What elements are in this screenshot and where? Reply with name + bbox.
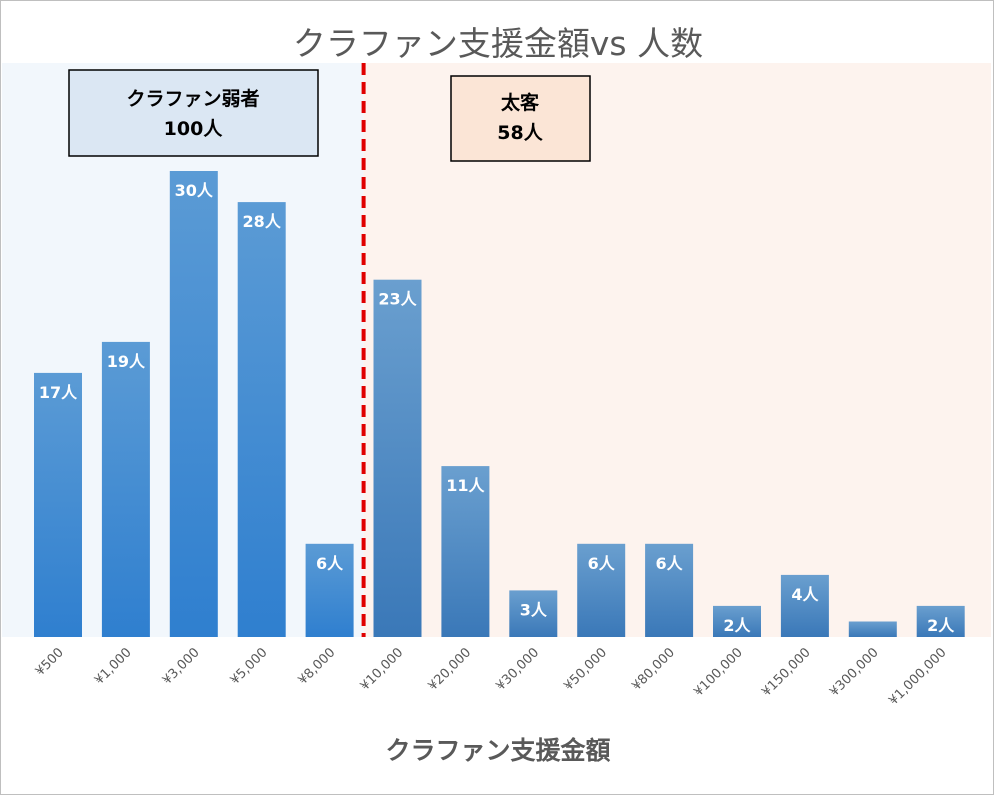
- x-tick-label-8: ¥50,000: [561, 645, 610, 694]
- x-tick-label-5: ¥10,000: [358, 645, 407, 694]
- x-tick-label-12: ¥300,000: [827, 645, 881, 699]
- bar-12: [848, 621, 897, 637]
- bar-0: [34, 372, 82, 637]
- x-tick-label-1: ¥1,000: [92, 645, 135, 688]
- bar-label-7: 3人: [520, 600, 548, 619]
- x-tick-labels-layer: ¥500 ¥1,000 ¥3,000 ¥5,000 ¥8,000 ¥10,000 ¥20,0…: [33, 645, 950, 708]
- bar-label-9: 6人: [656, 554, 684, 573]
- bar-label-3: 28人: [243, 212, 282, 231]
- data-labels-layer: 17人 19人 30人 28人 6人 23人 11人 3人 6人 6人 2人 4人 2人: [39, 181, 955, 635]
- bar-label-0: 17人: [39, 383, 78, 402]
- x-tick-label-4: ¥8,000: [296, 645, 339, 688]
- bar-label-6: 11人: [446, 476, 485, 495]
- bars-layer: [34, 171, 965, 637]
- bar-1: [101, 341, 150, 637]
- x-tick-label-11: ¥150,000: [759, 645, 813, 699]
- group-box-heavy-name: 太客: [501, 91, 540, 114]
- group-box-weak-name: クラファン弱者: [126, 88, 259, 110]
- x-tick-label-13: ¥1,000,000: [886, 645, 949, 708]
- bar-8: [577, 543, 626, 637]
- x-tick-label-0: ¥500: [33, 645, 67, 679]
- group-box-weak: クラファン弱者 100人: [68, 69, 319, 157]
- bar-9: [645, 543, 694, 637]
- x-tick-label-7: ¥30,000: [494, 645, 543, 694]
- bar-label-4: 6人: [316, 554, 344, 573]
- x-axis-label: クラファン支援金額: [385, 736, 610, 765]
- bar-label-13: 2人: [927, 616, 955, 635]
- chart-title: クラファン支援金額vs 人数: [293, 24, 703, 63]
- bar-3: [237, 202, 286, 637]
- bar-4: [305, 543, 354, 637]
- group-box-heavy-count: 58人: [497, 122, 543, 144]
- bar-2: [169, 171, 218, 637]
- x-tick-label-2: ¥3,000: [160, 645, 203, 688]
- x-tick-label-9: ¥80,000: [629, 645, 678, 694]
- bar-label-1: 19人: [107, 352, 146, 371]
- group-box-weak-count: 100人: [164, 118, 224, 140]
- bar-10: [713, 605, 761, 637]
- bar-6: [441, 466, 490, 637]
- x-tick-label-6: ¥20,000: [426, 645, 475, 694]
- bar-13: [916, 605, 965, 637]
- group-box-heavy: 太客 58人: [450, 75, 591, 162]
- bar-label-2: 30人: [175, 181, 214, 200]
- bar-label-10: 2人: [723, 616, 751, 635]
- x-tick-label-3: ¥5,000: [228, 645, 271, 688]
- x-tick-label-10: ¥100,000: [691, 645, 745, 699]
- bar-11: [780, 574, 829, 637]
- bar-label-5: 23人: [378, 290, 417, 309]
- bar-5: [373, 279, 422, 637]
- bar-label-11: 4人: [791, 585, 819, 604]
- bar-7: [509, 590, 558, 637]
- bar-label-8: 6人: [588, 554, 616, 573]
